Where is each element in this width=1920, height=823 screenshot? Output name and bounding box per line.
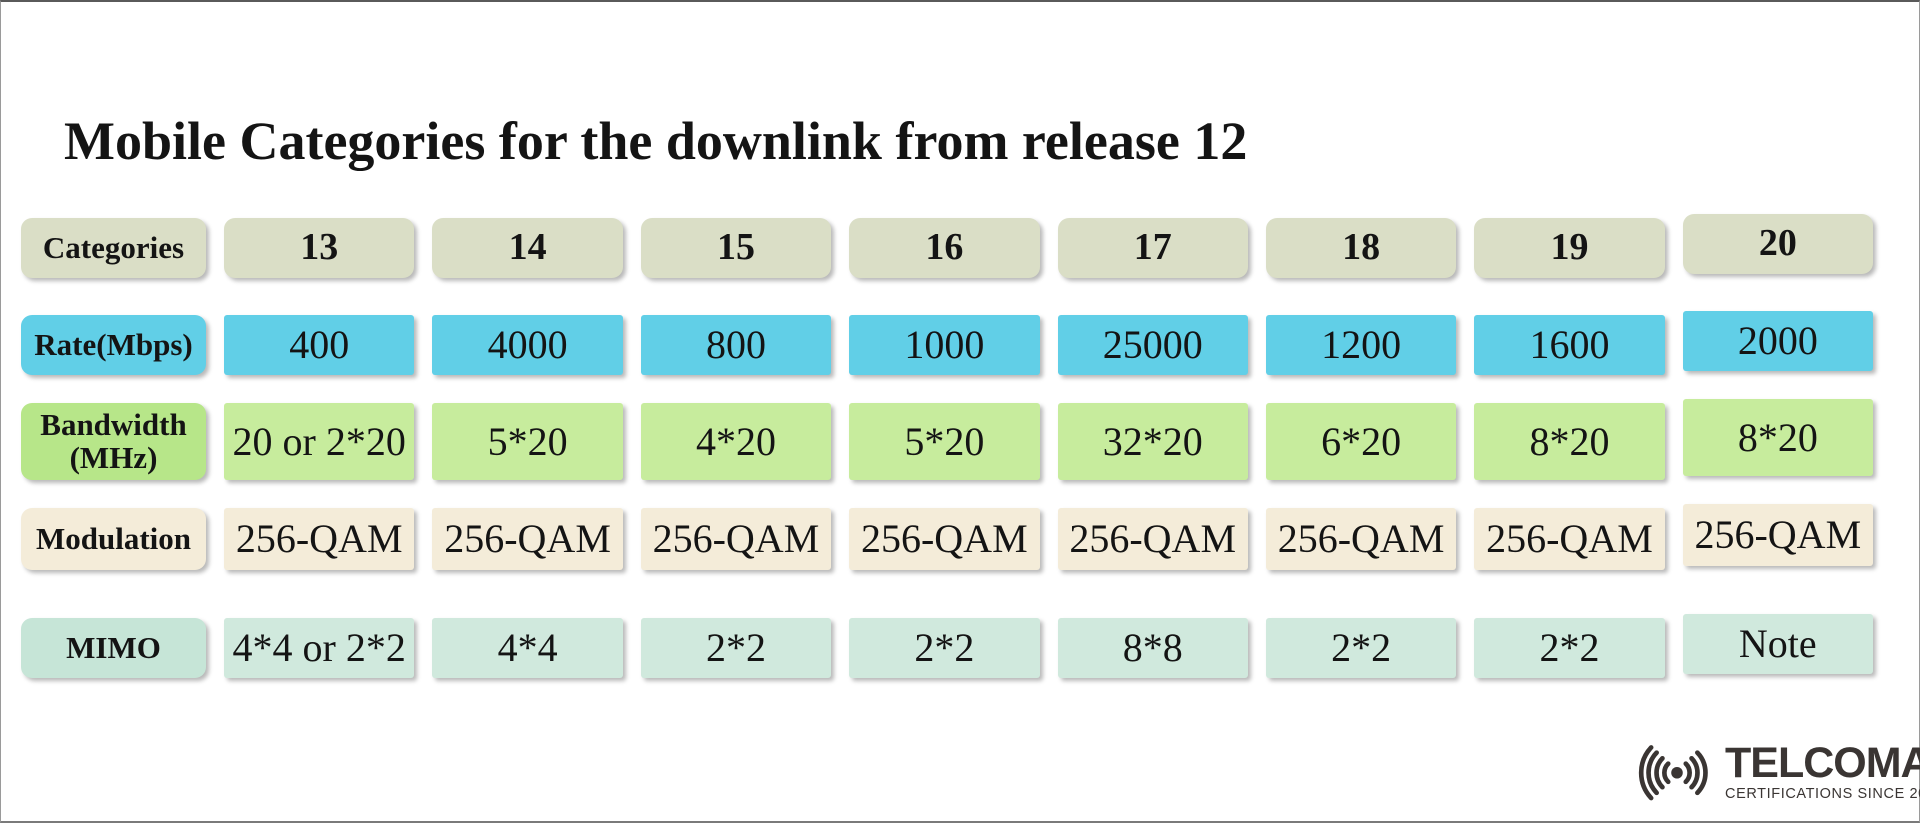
bandwidth-cell-17: 32*20 <box>1057 403 1248 480</box>
rate-cell-17: 25000 <box>1057 315 1248 375</box>
radio-waves-icon <box>1633 737 1721 808</box>
rate-cell-15: 800 <box>640 315 832 375</box>
logo-text-block: TELCOMA CERTIFICATIONS SINCE 2009 <box>1725 739 1920 802</box>
modulation-cell-16: 256-QAM <box>849 508 1040 570</box>
bandwidth-row: Bandwidth (MHz) 20 or 2*20 5*20 4*20 5*2… <box>21 399 1873 480</box>
category-header-17: 17 <box>1057 218 1248 278</box>
mimo-row: MIMO 4*4 or 2*2 4*4 2*2 2*2 8*8 2*2 2*2 … <box>21 614 1873 678</box>
bandwidth-cell-13: 20 or 2*20 <box>224 403 415 480</box>
bandwidth-cell-18: 6*20 <box>1265 403 1457 480</box>
rate-cell-19: 1600 <box>1474 315 1665 375</box>
modulation-row: Modulation 256-QAM 256-QAM 256-QAM 256-Q… <box>21 504 1873 570</box>
category-header-19: 19 <box>1474 218 1665 278</box>
category-header-20: 20 <box>1682 214 1873 274</box>
mimo-cell-15: 2*2 <box>640 618 832 678</box>
bandwidth-cell-15: 4*20 <box>640 403 832 480</box>
mimo-cell-13: 4*4 or 2*2 <box>224 618 415 678</box>
modulation-cell-15: 256-QAM <box>640 508 832 570</box>
logo-tagline: CERTIFICATIONS SINCE 2009 <box>1725 785 1920 802</box>
mimo-cell-16: 2*2 <box>849 618 1040 678</box>
mimo-cell-18: 2*2 <box>1265 618 1457 678</box>
modulation-cell-18: 256-QAM <box>1265 508 1457 570</box>
mimo-cell-20: Note <box>1682 614 1873 674</box>
page-title: Mobile Categories for the downlink from … <box>64 111 1248 172</box>
mimo-cell-17: 8*8 <box>1057 618 1248 678</box>
modulation-cell-14: 256-QAM <box>432 508 623 570</box>
bandwidth-cell-14: 5*20 <box>432 403 623 480</box>
mimo-cell-14: 4*4 <box>432 618 623 678</box>
category-header-15: 15 <box>640 218 832 278</box>
bandwidth-row-label: Bandwidth (MHz) <box>21 403 206 480</box>
modulation-cell-13: 256-QAM <box>224 508 415 570</box>
category-header-13: 13 <box>224 218 415 278</box>
rate-row: Rate(Mbps) 400 4000 800 1000 25000 1200 … <box>21 311 1873 375</box>
category-header-18: 18 <box>1265 218 1457 278</box>
rate-cell-14: 4000 <box>432 315 623 375</box>
modulation-cell-19: 256-QAM <box>1474 508 1665 570</box>
categories-table: Categories 13 14 15 16 17 18 19 20 Rate(… <box>21 214 1873 678</box>
rate-cell-18: 1200 <box>1265 315 1457 375</box>
rate-cell-20: 2000 <box>1682 311 1873 371</box>
category-header-16: 16 <box>849 218 1040 278</box>
modulation-cell-17: 256-QAM <box>1057 508 1248 570</box>
modulation-row-label: Modulation <box>21 508 206 570</box>
categories-header-row: Categories 13 14 15 16 17 18 19 20 <box>21 214 1873 278</box>
bandwidth-cell-16: 5*20 <box>849 403 1040 480</box>
mimo-row-label: MIMO <box>21 618 206 678</box>
categories-row-label: Categories <box>21 218 206 278</box>
bandwidth-cell-19: 8*20 <box>1474 403 1665 480</box>
mimo-cell-19: 2*2 <box>1474 618 1665 678</box>
rate-cell-16: 1000 <box>849 315 1040 375</box>
modulation-cell-20: 256-QAM <box>1682 504 1873 566</box>
rate-row-label: Rate(Mbps) <box>21 315 206 375</box>
logo-name: TELCOMA <box>1725 739 1920 788</box>
bandwidth-cell-20: 8*20 <box>1682 399 1873 476</box>
category-header-14: 14 <box>432 218 623 278</box>
rate-cell-13: 400 <box>224 315 415 375</box>
telcoma-logo: TELCOMA CERTIFICATIONS SINCE 2009 <box>1633 737 1920 808</box>
